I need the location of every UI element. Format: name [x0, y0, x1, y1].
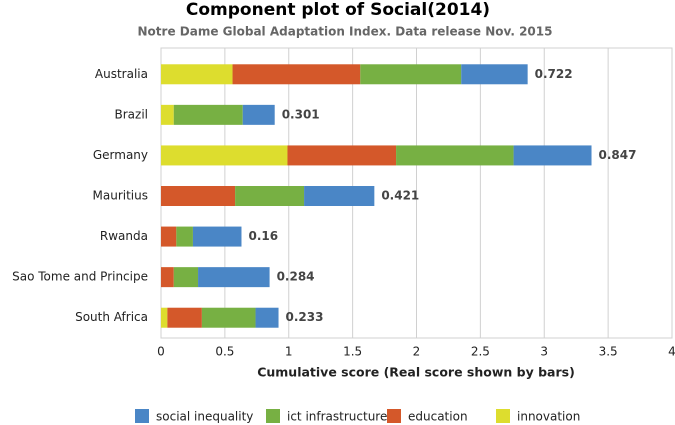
bar-segment [198, 267, 270, 288]
value-label: 0.284 [277, 270, 315, 284]
value-label: 0.722 [535, 67, 573, 81]
value-label: 0.233 [286, 310, 324, 324]
legend-swatch [135, 409, 149, 423]
y-tick-label: Germany [93, 148, 148, 162]
y-tick-label: Brazil [115, 107, 149, 121]
y-tick-label: Australia [95, 67, 148, 81]
bar-segment [161, 186, 236, 206]
y-tick-label: Sao Tome and Principe [12, 270, 148, 284]
bar-segment [242, 104, 275, 125]
x-axis-label: Cumulative score (Real score shown by ba… [257, 365, 575, 380]
x-tick-label: 3.5 [599, 345, 618, 359]
bar-segment [461, 64, 528, 85]
bar-segment [161, 267, 174, 288]
bar-segment [513, 145, 592, 166]
x-tick-label: 3 [540, 345, 548, 359]
bar-segment [396, 145, 514, 166]
legend-swatch [387, 409, 401, 423]
value-label: 0.421 [381, 189, 419, 203]
bar-segment [192, 226, 242, 247]
bar-segment [255, 307, 279, 328]
bar-segment [161, 226, 177, 247]
bar-segment [304, 186, 375, 206]
y-tick-label: South Africa [75, 310, 148, 324]
x-tick-label: 2.5 [471, 345, 490, 359]
bar-segment [287, 145, 397, 166]
bar-segment [161, 104, 174, 125]
x-tick-label: 4 [668, 345, 675, 359]
legend-label: social inequality [156, 410, 253, 424]
legend-swatch [266, 409, 280, 423]
legend-swatch [496, 409, 510, 423]
x-tick-label: 2 [413, 345, 421, 359]
bar-segment [161, 64, 233, 85]
value-label: 0.16 [248, 229, 278, 243]
legend-label: ict infrastructure [287, 410, 387, 424]
y-tick-label: Rwanda [100, 229, 148, 243]
value-label: 0.847 [599, 148, 637, 162]
legend-label: innovation [517, 410, 580, 424]
bar-segment [173, 104, 243, 125]
chart-title: Component plot of Social(2014) [186, 0, 490, 20]
chart-subtitle: Notre Dame Global Adaptation Index. Data… [138, 25, 553, 39]
bar-segment [201, 307, 256, 328]
legend-label: education [408, 410, 468, 424]
bar-segment [161, 307, 168, 328]
y-tick-label: Mauritius [93, 189, 148, 203]
bar-segment [360, 64, 462, 85]
bar-segment [161, 145, 288, 166]
value-label: 0.301 [282, 107, 320, 121]
x-tick-label: 1.5 [343, 345, 362, 359]
bar-segment [232, 64, 361, 85]
bar-segment [167, 307, 202, 328]
bar-segment [173, 267, 199, 288]
bar-segment [176, 226, 193, 247]
x-tick-label: 1 [285, 345, 293, 359]
x-tick-label: 0 [157, 345, 165, 359]
bar-segment [235, 186, 305, 206]
x-tick-label: 0.5 [215, 345, 234, 359]
